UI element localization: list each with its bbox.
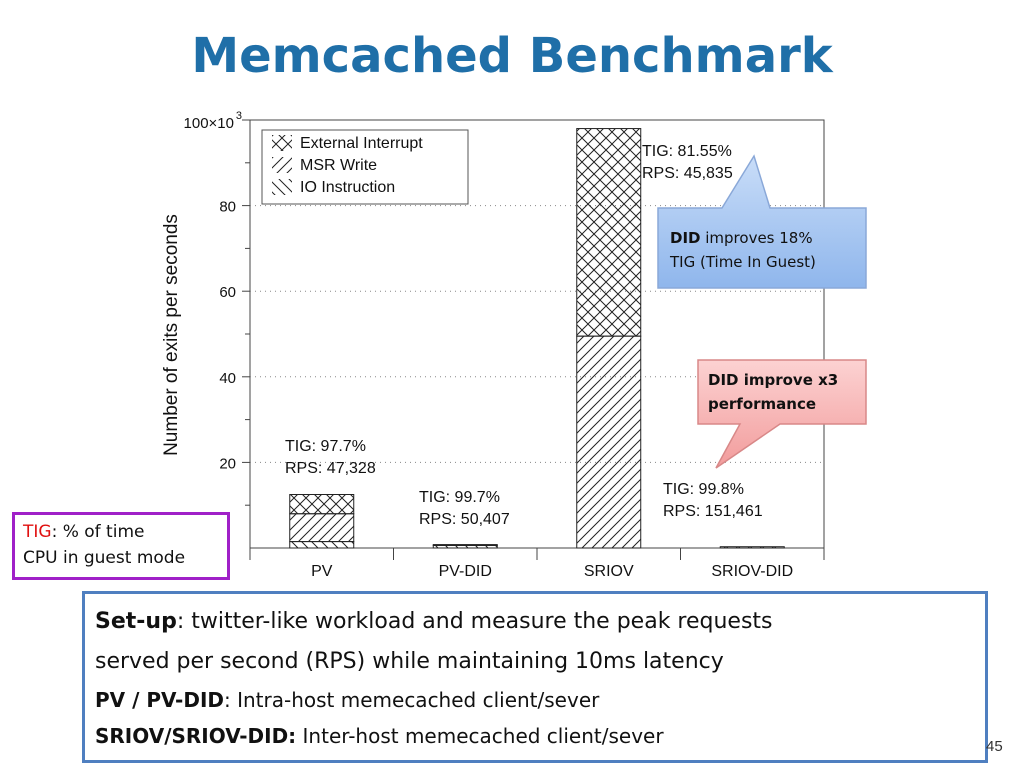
bar-pv-external-interrupt: [289, 494, 355, 515]
annotation-rps-pv: RPS: 47,328: [285, 460, 376, 477]
x-category-label: PV-DID: [439, 563, 492, 580]
red-callout-line1: DID improve x3: [708, 371, 839, 389]
legend-swatch: [272, 179, 292, 195]
slide-title: Memcached Benchmark: [191, 28, 833, 84]
bar-pv-did-external-interrupt: [432, 544, 498, 546]
page-number: 45: [986, 738, 1003, 755]
x-category-label: SRIOV: [584, 563, 634, 580]
legend-swatch: [272, 157, 292, 173]
blue-callout-bold: DID: [670, 229, 701, 247]
tig-term: TIG: [23, 522, 52, 542]
red-callout-line2: performance: [708, 395, 817, 413]
x-category-label: PV: [311, 563, 333, 580]
setup-description-box: Set-up: twitter-like workload and measur…: [82, 591, 988, 763]
blue-callout-rest: improves 18%: [700, 229, 813, 247]
legend-label: IO Instruction: [300, 179, 395, 196]
annotation-tig-sriov-did: TIG: 99.8%: [663, 481, 744, 498]
y-tick-label-exponent: 3: [236, 110, 242, 122]
legend-box: [261, 129, 469, 205]
bar-sriov-did-external-interrupt: [719, 546, 785, 549]
bar-pv-io-instruction: [289, 541, 355, 549]
setup-label: Set-up: [95, 609, 177, 634]
bar-sriov-msr-write: [576, 335, 642, 549]
y-tick-label-40: 40: [219, 370, 236, 387]
y-axis-label: Number of exits per seconds: [161, 214, 182, 456]
setup-line-2: served per second (RPS) while maintainin…: [95, 649, 724, 674]
annotation-rps-sriov-did: RPS: 151,461: [663, 503, 763, 520]
y-tick-label-80: 80: [219, 199, 236, 216]
y-tick-label-60: 60: [219, 284, 236, 301]
sriov-text: Inter-host memecached client/sever: [296, 724, 664, 748]
annotation-tig-sriov: TIG: 81.55%: [642, 143, 732, 160]
blue-callout-text: DID improves 18% TIG (Time In Guest): [670, 226, 816, 274]
sriov-label: SRIOV/SRIOV-DID:: [95, 724, 297, 748]
y-tick-label-20: 20: [219, 455, 236, 472]
bar-sriov-external-interrupt: [576, 128, 642, 337]
setup-line-4: SRIOV/SRIOV-DID: Inter-host memecached c…: [95, 718, 975, 754]
annotation-tig-pv-did: TIG: 99.7%: [419, 489, 500, 506]
tig-definition-box: TIG: % of time CPU in guest mode: [12, 512, 230, 580]
setup-line-1: Set-up: twitter-like workload and measur…: [95, 602, 975, 642]
x-category-label: SRIOV-DID: [711, 563, 793, 580]
blue-callout-line2: TIG (Time In Guest): [670, 253, 816, 271]
legend-label: External Interrupt: [300, 135, 423, 152]
setup-line-3: PV / PV-DID: Intra-host memecached clien…: [95, 682, 975, 718]
legend-label: MSR Write: [300, 157, 377, 174]
annotation-tig-pv: TIG: 97.7%: [285, 438, 366, 455]
setup-text-1: : twitter-like workload and measure the …: [176, 609, 773, 634]
legend-swatch: [272, 135, 292, 151]
annotation-rps-pv-did: RPS: 50,407: [419, 511, 510, 528]
bar-pv-msr-write: [289, 513, 355, 543]
red-callout-text: DID improve x3 performance: [708, 368, 838, 416]
annotation-rps-sriov: RPS: 45,835: [642, 165, 733, 182]
tig-definition-line2: CPU in guest mode: [23, 548, 186, 568]
pv-text: : Intra-host memecached client/sever: [224, 688, 600, 712]
tig-definition: : % of time: [51, 522, 145, 542]
pv-label: PV / PV-DID: [95, 688, 224, 712]
y-tick-label-top: 100×10: [184, 115, 234, 132]
